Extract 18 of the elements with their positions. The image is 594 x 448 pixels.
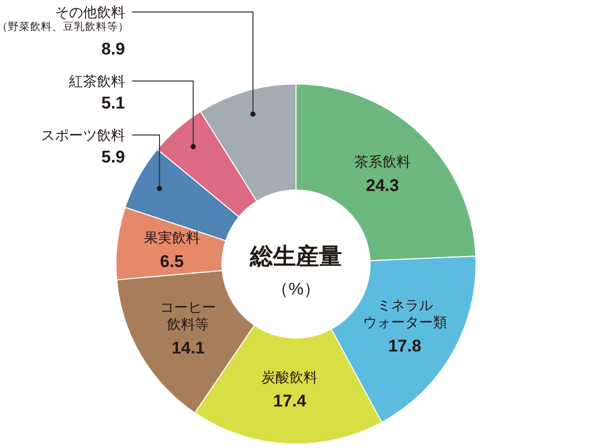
- text: （%）: [271, 280, 321, 298]
- text: 総生産量: [249, 243, 342, 269]
- data-label: 8.9: [101, 40, 125, 58]
- data-label: 24.3: [366, 176, 399, 196]
- data-label: 17.4: [273, 391, 307, 410]
- slice-label: スポーツ飲料: [41, 127, 125, 143]
- data-label: 5.9: [101, 148, 125, 166]
- slice-label: 果実飲料: [144, 230, 200, 246]
- data-label: 14.1: [172, 338, 205, 358]
- slice-label: ミネラルウォーター類: [362, 297, 447, 330]
- slice-label: 茶系飲料: [354, 154, 410, 170]
- slice-label: その他飲料（野菜飲料、豆乳飲料等）: [0, 4, 129, 33]
- slice-label: コーヒー飲料等: [160, 298, 216, 332]
- data-label: 6.5: [160, 252, 184, 272]
- slice-label: 紅茶飲料: [69, 73, 125, 89]
- slice-label: 炭酸飲料: [262, 368, 318, 385]
- data-label: 5.1: [101, 94, 125, 112]
- data-label: 17.8: [388, 336, 422, 356]
